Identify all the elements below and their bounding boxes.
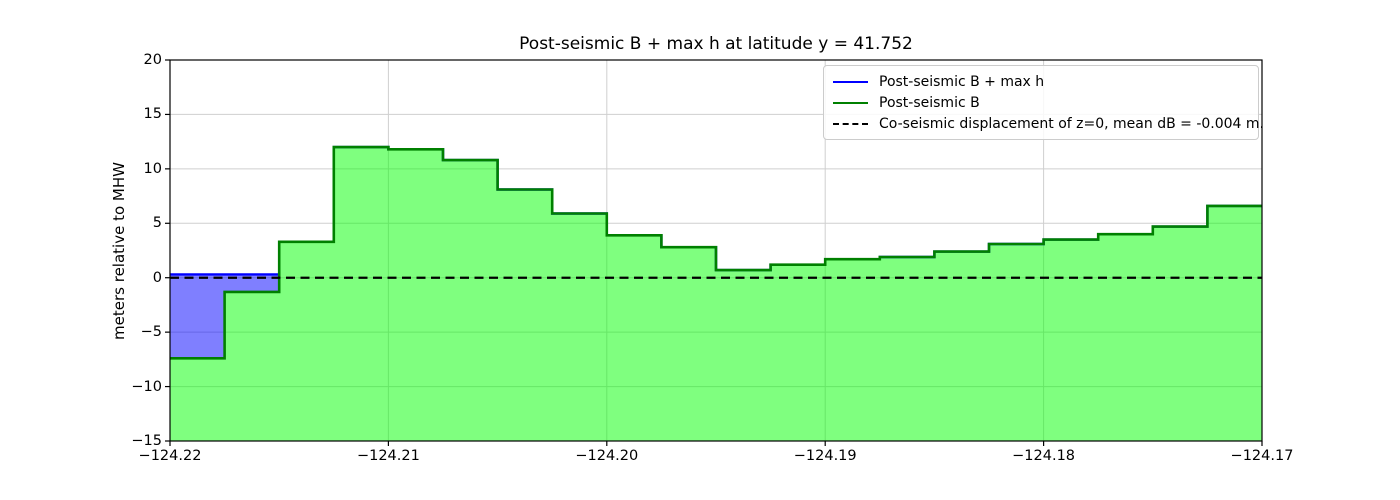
y-tick-label: −10 bbox=[131, 378, 162, 395]
legend-line-green-icon bbox=[833, 101, 868, 104]
x-tick-label: −124.17 bbox=[1230, 448, 1294, 464]
y-tick-label: 20 bbox=[143, 52, 162, 68]
x-tick-label: −124.21 bbox=[356, 448, 420, 464]
legend-item-post-seismic-b: Post-seismic B bbox=[833, 92, 1249, 113]
legend-label: Co-seismic displacement of z=0, mean dB … bbox=[879, 115, 1264, 132]
legend-item-post-seismic-b-max-h: Post-seismic B + max h bbox=[833, 71, 1249, 92]
y-tick-label: −5 bbox=[140, 324, 162, 341]
x-tick-label: −124.22 bbox=[138, 448, 202, 464]
legend-line-dashed-icon bbox=[833, 122, 868, 125]
y-tick-label: 15 bbox=[143, 106, 162, 123]
legend-line-blue-icon bbox=[833, 80, 868, 83]
legend: Post-seismic B + max h Post-seismic B Co… bbox=[823, 65, 1264, 140]
y-tick-label: 5 bbox=[152, 215, 162, 232]
y-tick-label: 10 bbox=[143, 160, 162, 177]
y-tick-label: 0 bbox=[152, 269, 162, 286]
y-tick-label: −15 bbox=[131, 433, 162, 449]
chart-title: Post-seismic B + max h at latitude y = 4… bbox=[519, 34, 913, 54]
x-tick-label: −124.18 bbox=[1012, 448, 1076, 464]
legend-item-co-seismic-displacement: Co-seismic displacement of z=0, mean dB … bbox=[833, 113, 1264, 134]
y-axis-label: meters relative to MHW bbox=[110, 162, 128, 340]
legend-label: Post-seismic B + max h bbox=[879, 73, 1045, 90]
x-tick-label: −124.19 bbox=[793, 448, 857, 464]
legend-label: Post-seismic B bbox=[879, 94, 980, 111]
x-tick-label: −124.20 bbox=[575, 448, 639, 464]
